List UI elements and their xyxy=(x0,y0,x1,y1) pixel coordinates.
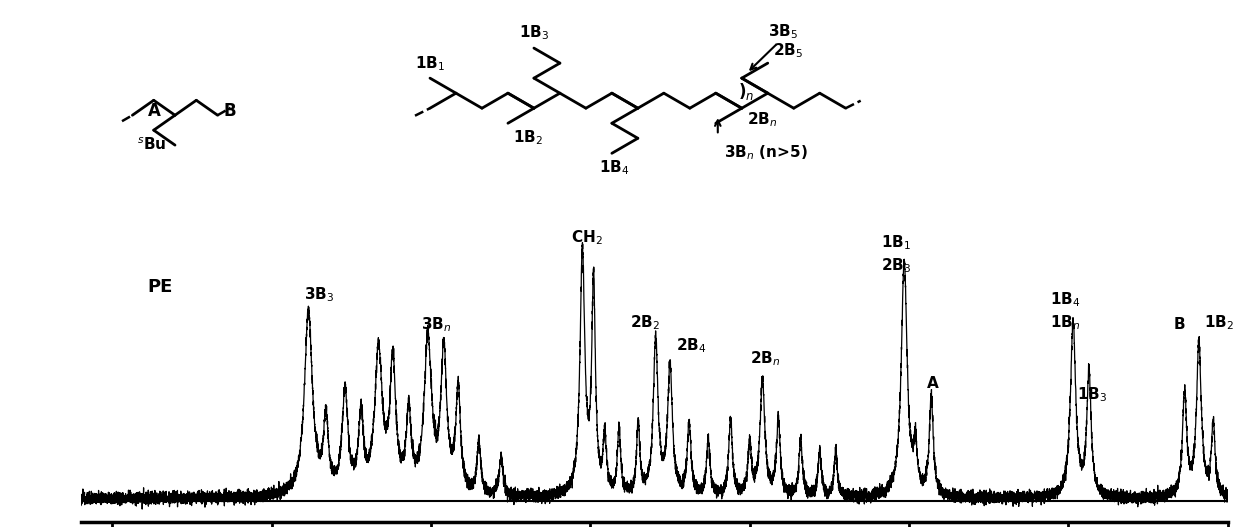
Text: 1B$_4$: 1B$_4$ xyxy=(1050,290,1080,309)
Text: 3B$_n$: 3B$_n$ xyxy=(420,316,451,335)
Text: 2B$_n$: 2B$_n$ xyxy=(746,110,777,129)
Text: $^s$Bu: $^s$Bu xyxy=(136,136,166,153)
Text: 3B$_3$: 3B$_3$ xyxy=(305,285,335,304)
Text: 2B$_2$: 2B$_2$ xyxy=(630,313,661,332)
Text: PE: PE xyxy=(148,278,172,296)
Text: B: B xyxy=(1174,317,1185,332)
Text: 2B$_3$: 2B$_3$ xyxy=(882,257,911,276)
Text: 1B$_n$: 1B$_n$ xyxy=(1050,313,1080,332)
Text: 1B$_1$: 1B$_1$ xyxy=(415,54,445,73)
Text: 3B$_n$ (n>5): 3B$_n$ (n>5) xyxy=(724,143,807,162)
Text: A: A xyxy=(928,376,939,391)
Text: 1B$_3$: 1B$_3$ xyxy=(1078,385,1107,404)
Text: B: B xyxy=(223,102,237,120)
Text: 1B$_2$: 1B$_2$ xyxy=(513,128,543,147)
Text: A: A xyxy=(148,102,161,120)
Text: 1B$_1$: 1B$_1$ xyxy=(882,233,911,252)
Text: CH$_2$: CH$_2$ xyxy=(572,229,603,247)
Text: 3B$_5$: 3B$_5$ xyxy=(768,22,797,41)
Text: 1B$_3$: 1B$_3$ xyxy=(518,23,549,42)
Text: 2B$_5$: 2B$_5$ xyxy=(773,42,802,60)
Text: 1B$_2$: 1B$_2$ xyxy=(1204,313,1234,332)
Text: 2B$_4$: 2B$_4$ xyxy=(676,336,707,355)
Text: 2B$_n$: 2B$_n$ xyxy=(750,349,781,368)
Text: )$_n$: )$_n$ xyxy=(738,81,754,102)
Text: 1B$_4$: 1B$_4$ xyxy=(599,158,629,177)
